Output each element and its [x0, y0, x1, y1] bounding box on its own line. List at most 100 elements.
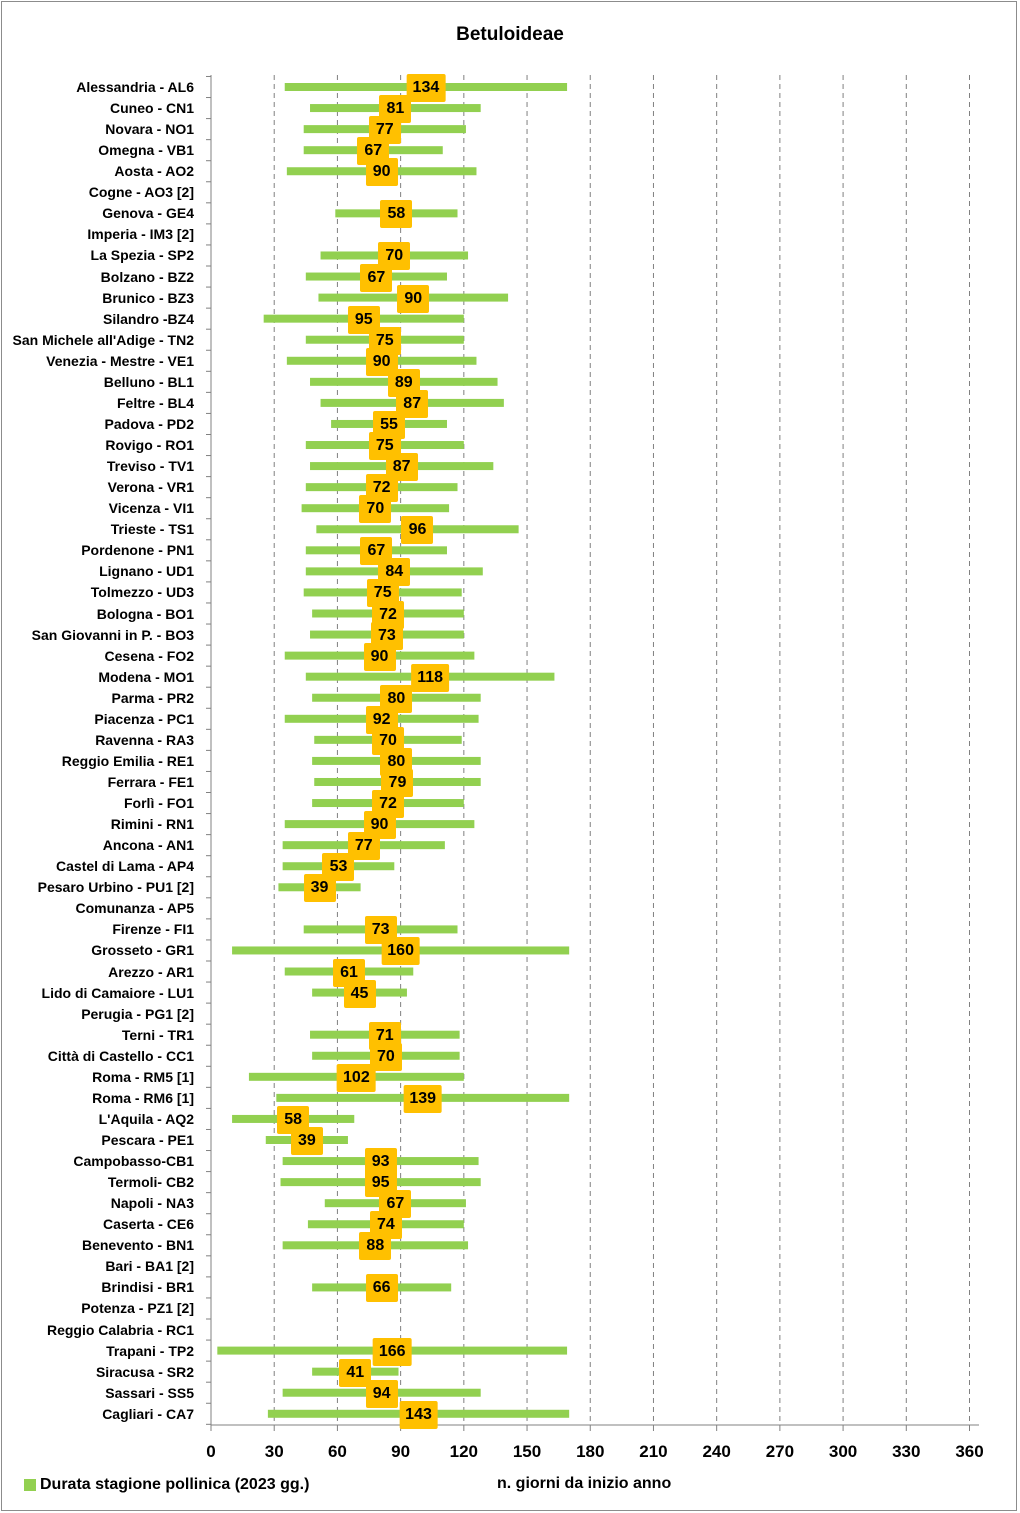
station-label: Silandro -BZ4	[102, 310, 194, 327]
station-label: Castel di Lama - AP4	[56, 858, 194, 875]
station-label: Bologna - BO1	[96, 605, 194, 622]
station-label: Piacenza - PC1	[94, 710, 194, 727]
x-tick-label: 150	[512, 1442, 542, 1461]
season-days-label: 39	[290, 1127, 323, 1155]
legend-label: Durata stagione pollinica (2023 gg.)	[40, 1476, 310, 1493]
station-label: Roma - RM5 [1]	[92, 1068, 194, 1085]
station-label: Rovigo - RO1	[105, 437, 194, 454]
season-days-label: 67	[360, 263, 393, 292]
station-label: Vicenza - VI1	[108, 500, 194, 517]
season-days-label: 77	[347, 832, 380, 861]
station-label: L'Aquila - AQ2	[98, 1110, 194, 1127]
station-label: Pesaro Urbino - PU1 [2]	[37, 879, 194, 896]
x-tick-label: 0	[206, 1442, 216, 1461]
station-label: Benevento - BN1	[81, 1237, 194, 1254]
station-label: Siracusa - SR2	[95, 1363, 194, 1380]
station-label: Napoli - NA3	[110, 1195, 194, 1212]
station-label: Cuneo - CN1	[110, 100, 194, 117]
station-label: Reggio Calabria - RC1	[46, 1321, 194, 1338]
station-label: Genova - GE4	[102, 205, 194, 222]
x-tick-label: 90	[391, 1442, 411, 1461]
season-days-label: 70	[359, 495, 392, 524]
x-tick-label: 30	[264, 1442, 284, 1461]
station-label: Trieste - TS1	[110, 521, 194, 538]
station-label: Lignano - UD1	[99, 563, 194, 580]
station-label: Reggio Emilia - RE1	[61, 752, 194, 769]
station-label: Forlì - FO1	[124, 795, 194, 812]
station-label: Cagliari - CA7	[102, 1405, 194, 1422]
station-label: Belluno - BL1	[103, 373, 194, 390]
station-label: Rimini - RN1	[110, 816, 194, 833]
season-days-label: 90	[363, 642, 396, 671]
station-label: Termoli- CB2	[107, 1174, 194, 1191]
chart-title: Betuloideae	[456, 24, 564, 45]
x-tick-label: 210	[639, 1442, 668, 1461]
x-tick-label: 120	[449, 1442, 479, 1461]
season-days-label: 118	[411, 663, 450, 692]
station-label: Treviso - TV1	[106, 458, 194, 475]
station-label: Campobasso-CB1	[73, 1153, 194, 1170]
station-label: Novara - NO1	[105, 121, 194, 138]
station-label: Ancona - AN1	[102, 837, 194, 854]
station-label: Trapani - TP2	[106, 1342, 194, 1359]
station-label: Alessandria - AL6	[76, 79, 194, 95]
x-axis-label: n. giorni da inizio anno	[497, 1475, 672, 1492]
season-days-label: 70	[378, 242, 411, 271]
station-label: Verona - VR1	[107, 479, 194, 496]
season-days-label: 134	[406, 74, 446, 102]
season-days-label: 88	[359, 1232, 392, 1261]
season-days-label: 96	[401, 516, 434, 545]
season-days-label: 139	[403, 1084, 443, 1113]
station-label: Caserta - CE6	[102, 1216, 194, 1233]
station-label: Perugia - PG1 [2]	[81, 1005, 194, 1022]
station-label: Ravenna - RA3	[95, 731, 194, 748]
station-label: Roma - RM6 [1]	[92, 1089, 194, 1106]
season-days-label: 39	[303, 874, 336, 903]
x-tick-label: 330	[892, 1442, 921, 1461]
station-label: Brindisi - BR1	[101, 1279, 194, 1296]
legend-swatch	[24, 1479, 36, 1491]
station-label: Bolzano - BZ2	[100, 268, 194, 285]
station-label: Grosseto - GR1	[91, 942, 194, 959]
station-label: Modena - MO1	[98, 668, 194, 685]
x-tick-label: 240	[702, 1442, 731, 1461]
season-days-label: 160	[381, 937, 420, 966]
station-label: Parma - PR2	[111, 689, 194, 706]
station-label: Cesena - FO2	[104, 647, 194, 664]
station-label: Lido di Camaiore - LU1	[41, 984, 194, 1001]
legend: Durata stagione pollinica (2023 gg.)	[24, 1476, 309, 1494]
season-days-label: 90	[397, 284, 430, 313]
station-label: Pescara - PE1	[101, 1132, 194, 1148]
station-label: Ferrara - FE1	[107, 773, 194, 790]
season-days-label: 166	[372, 1337, 412, 1366]
station-label: Brunico - BZ3	[102, 289, 194, 306]
station-label: Venezia - Mestre - VE1	[46, 352, 194, 369]
station-label: Potenza - PZ1 [2]	[81, 1300, 194, 1317]
station-label: La Spezia - SP2	[90, 247, 194, 264]
station-label: Bari - BA1 [2]	[105, 1258, 194, 1275]
station-label: San Michele all'Adige - TN2	[12, 331, 194, 348]
season-days-label: 94	[365, 1379, 398, 1408]
season-days-label: 143	[399, 1400, 438, 1429]
station-label: Comunanza - AP5	[75, 900, 195, 917]
station-label: Pordenone - PN1	[81, 542, 194, 559]
station-label: Sassari - SS5	[105, 1384, 194, 1401]
season-days-label: 102	[337, 1063, 376, 1092]
station-label: Feltre - BL4	[116, 394, 194, 411]
season-days-label: 67	[360, 537, 393, 566]
station-label: Padova - PD2	[104, 415, 194, 432]
season-days-label: 45	[343, 979, 376, 1008]
x-tick-label: 180	[576, 1442, 605, 1461]
station-label: Omegna - VB1	[98, 142, 194, 159]
x-tick-label: 270	[765, 1442, 795, 1461]
season-days-label: 58	[380, 200, 413, 229]
station-label: Firenze - FI1	[112, 921, 194, 938]
station-label: Aosta - AO2	[114, 163, 194, 180]
station-label: Città di Castello - CC1	[47, 1047, 194, 1064]
station-label: Arezzo - AR1	[108, 963, 194, 980]
x-tick-label: 300	[828, 1442, 858, 1461]
station-label: Tolmezzo - UD3	[90, 584, 194, 601]
station-label: Terni - TR1	[121, 1026, 194, 1043]
station-label: Cogne - AO3 [2]	[88, 184, 194, 201]
